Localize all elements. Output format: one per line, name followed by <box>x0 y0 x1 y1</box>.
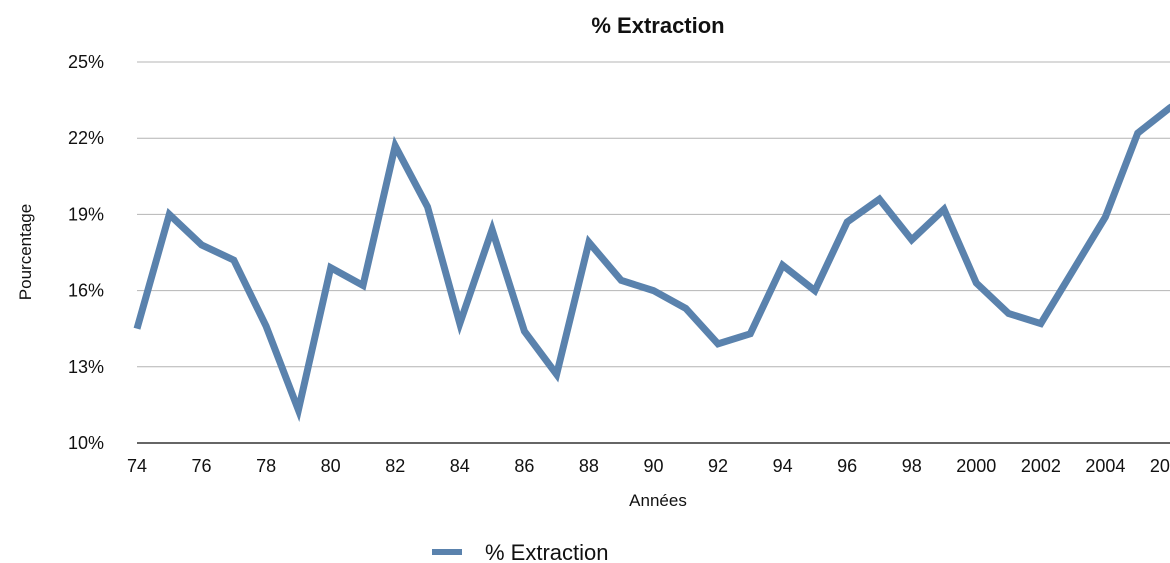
legend-label: % Extraction <box>485 540 609 563</box>
y-tick-label: 19% <box>68 204 104 224</box>
x-tick-label: 92 <box>708 456 728 476</box>
x-tick-label: 2006 <box>1150 456 1170 476</box>
x-tick-label: 2002 <box>1021 456 1061 476</box>
chart-title: % Extraction <box>591 13 724 38</box>
x-tick-label: 90 <box>643 456 663 476</box>
y-tick-label: 22% <box>68 128 104 148</box>
y-tick-label: 13% <box>68 357 104 377</box>
x-tick-label: 96 <box>837 456 857 476</box>
series-layer <box>133 103 1170 422</box>
x-tick-label: 82 <box>385 456 405 476</box>
series-line <box>133 103 1170 422</box>
x-axis-ticks: 74 76 78 80 82 84 86 88 90 92 94 96 98 2000 2002 2004 20… <box>127 456 1170 476</box>
y-tick-label: 25% <box>68 52 104 72</box>
y-axis-ticks: 10% 13% 16% 19% 22% 25% <box>68 52 104 453</box>
x-tick-label: 78 <box>256 456 276 476</box>
x-tick-label: 98 <box>902 456 922 476</box>
x-tick-label: 88 <box>579 456 599 476</box>
gridlines <box>137 61 1170 368</box>
x-tick-label: 86 <box>514 456 534 476</box>
y-tick-label: 16% <box>68 281 104 301</box>
y-axis-label: Pourcentage <box>16 204 35 300</box>
x-tick-label: 94 <box>773 456 793 476</box>
y-tick-label: 10% <box>68 433 104 453</box>
x-tick-label: 2004 <box>1085 456 1125 476</box>
x-tick-label: 80 <box>321 456 341 476</box>
x-tick-label: 84 <box>450 456 470 476</box>
x-tick-label: 74 <box>127 456 147 476</box>
legend: % Extraction <box>432 540 609 563</box>
x-tick-label: 2000 <box>956 456 996 476</box>
x-tick-label: 76 <box>192 456 212 476</box>
x-axis-label: Années <box>629 491 687 510</box>
